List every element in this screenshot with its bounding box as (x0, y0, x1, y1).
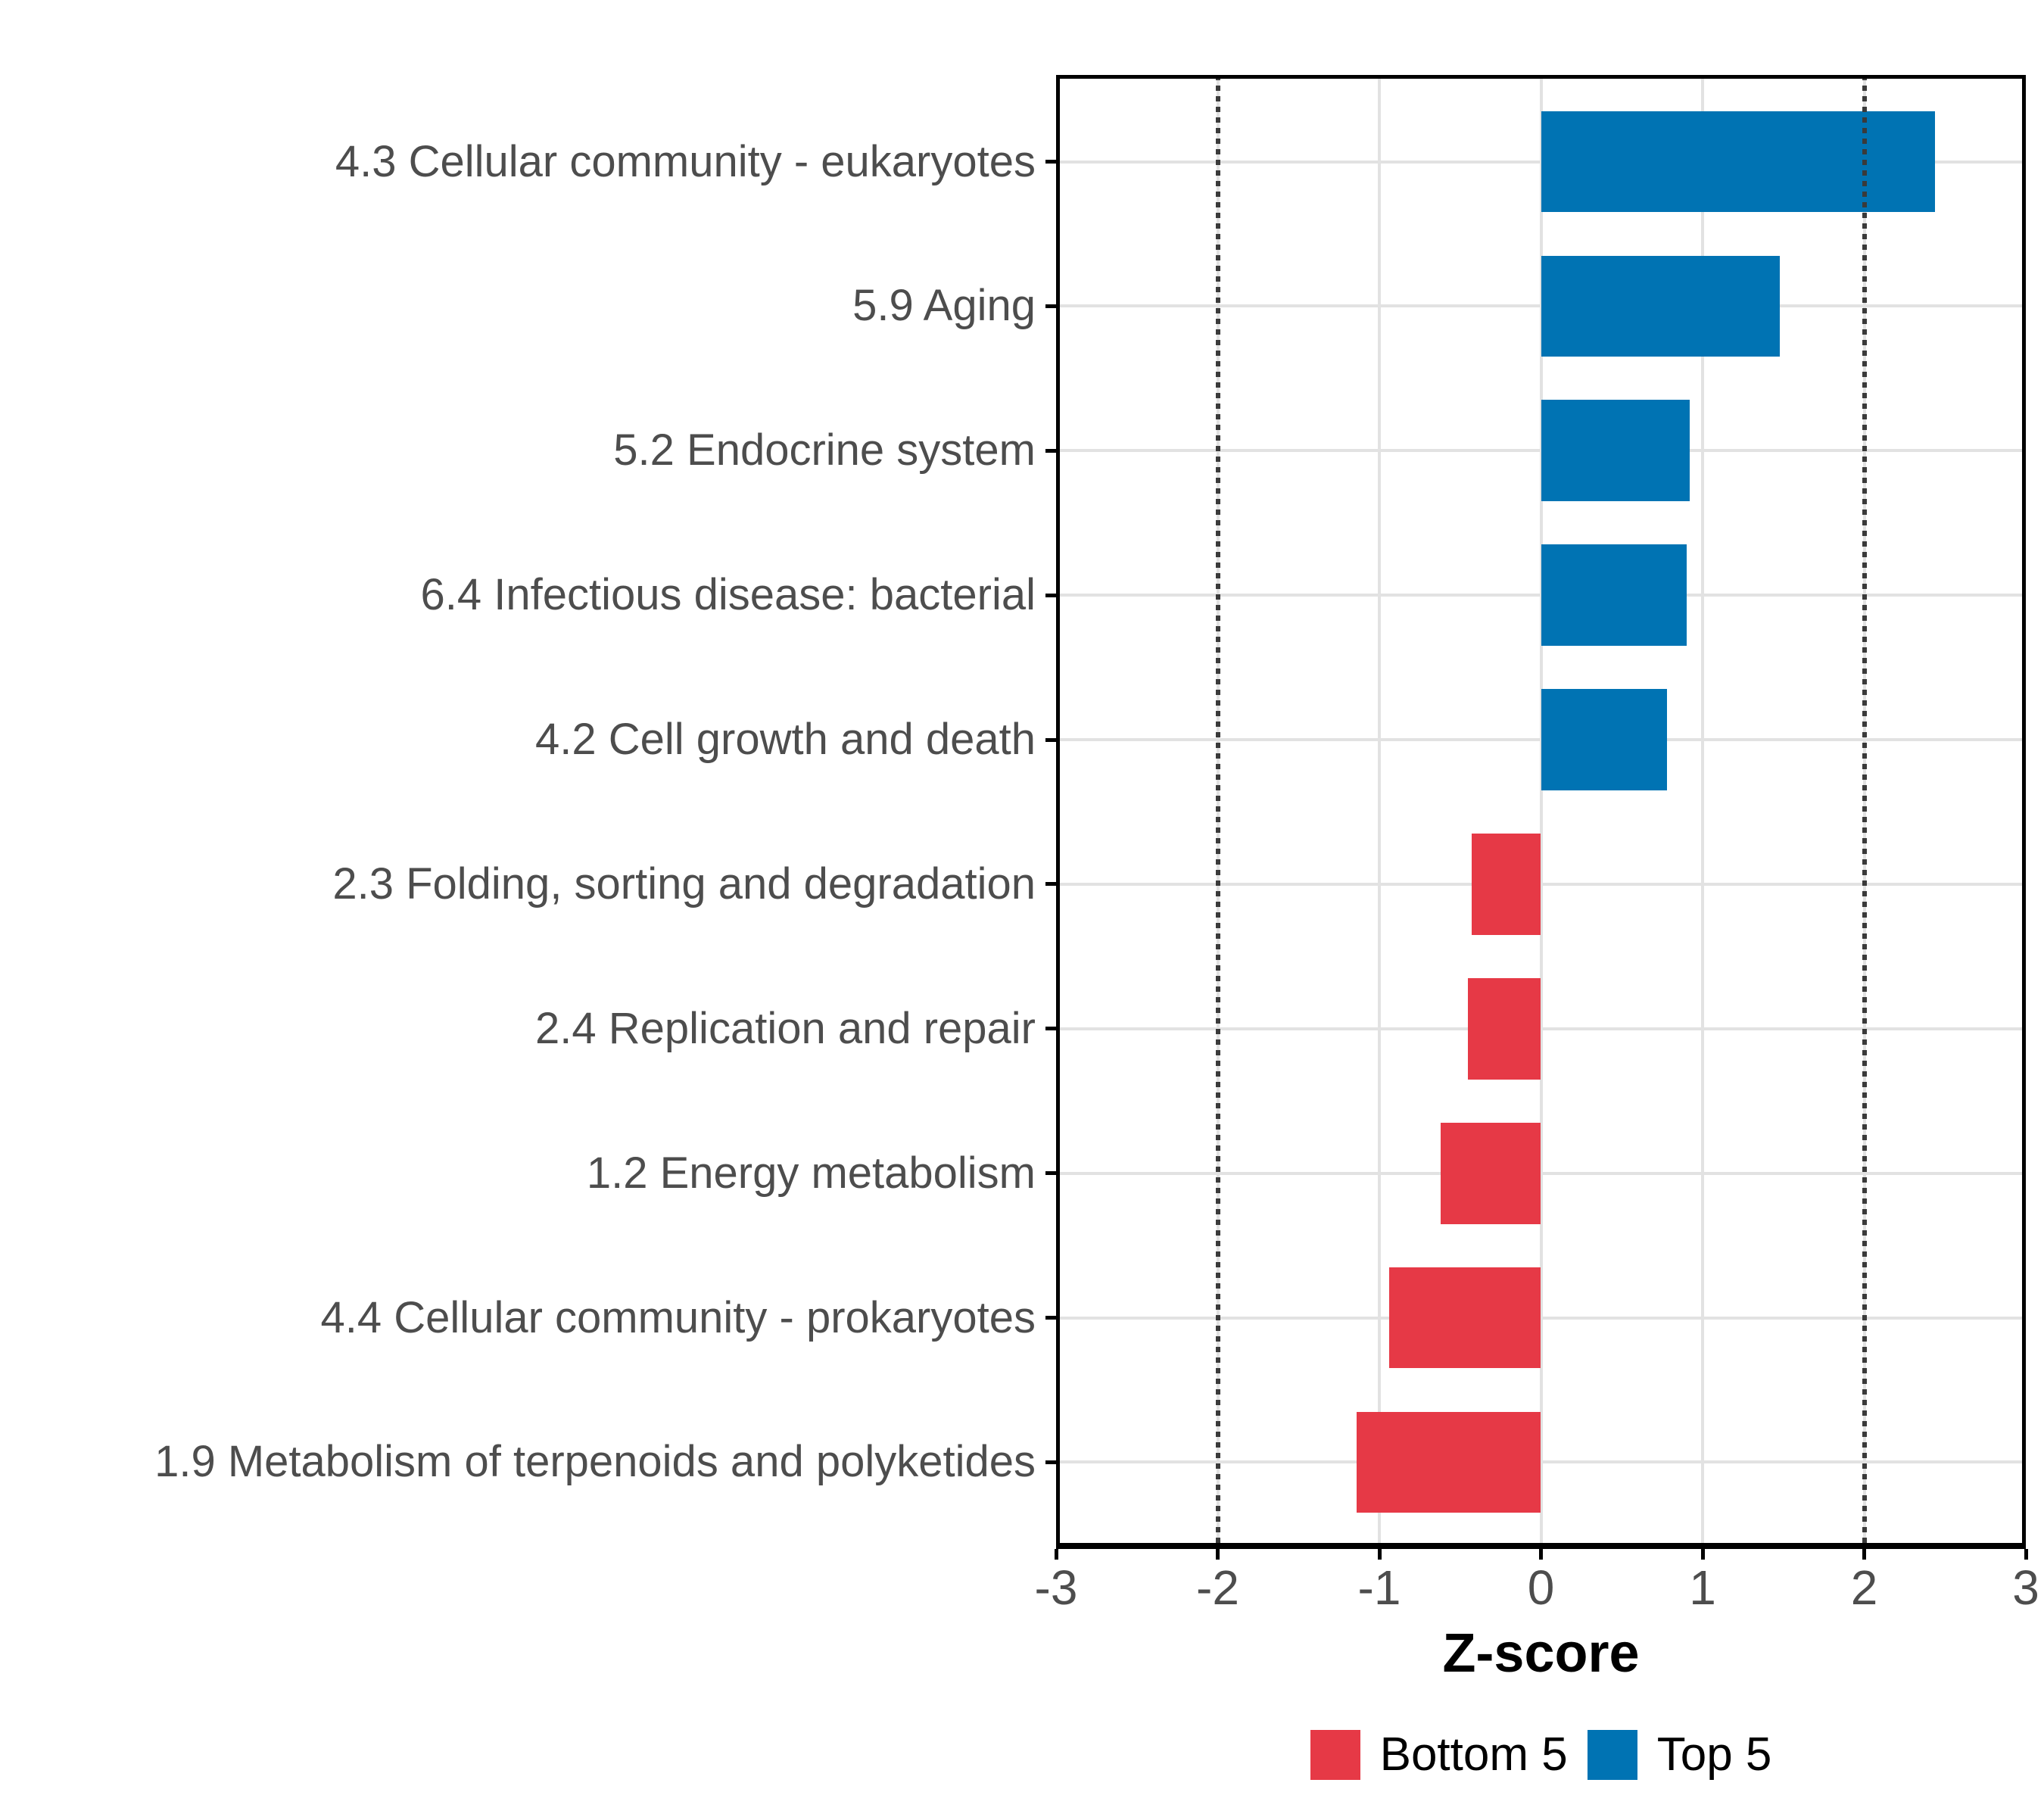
x-tick (1862, 1549, 1866, 1560)
plot-panel (1056, 75, 2026, 1549)
bar (1388, 1267, 1541, 1369)
y-tick (1045, 1027, 1056, 1031)
y-tick (1045, 1171, 1056, 1176)
x-gridline (1539, 75, 1543, 1549)
bar (1441, 1122, 1541, 1224)
y-tick (1045, 593, 1056, 597)
category-label: 6.4 Infectious disease: bacterial (420, 570, 1036, 620)
x-tick-label: 3 (2012, 1560, 2039, 1615)
legend-item-top5: Top 5 (1587, 1728, 1772, 1782)
x-tick (1216, 1549, 1220, 1560)
x-tick-label: 0 (1527, 1560, 1555, 1615)
x-tick-label: 1 (1689, 1560, 1716, 1615)
y-tick (1045, 1316, 1056, 1320)
category-label: 2.4 Replication and repair (535, 1003, 1036, 1053)
y-tick (1045, 160, 1056, 164)
reference-line (1862, 75, 1867, 1549)
category-label: 1.2 Energy metabolism (586, 1148, 1036, 1198)
category-label: 2.3 Folding, sorting and degradation (332, 859, 1036, 908)
y-tick (1045, 1460, 1056, 1464)
x-axis-title: Z-score (1442, 1623, 1640, 1684)
x-gridline (1056, 75, 1058, 1549)
legend-label-bottom5: Bottom 5 (1379, 1728, 1568, 1781)
bar (1471, 834, 1541, 935)
bar (1541, 111, 1936, 213)
category-label: 5.9 Aging (852, 281, 1036, 331)
x-tick-label: -2 (1196, 1560, 1239, 1615)
row-gridline (1056, 882, 2026, 886)
x-tick (1539, 1549, 1543, 1560)
y-tick (1045, 304, 1056, 308)
legend: Bottom 5 Top 5 (1056, 1728, 2026, 1782)
x-tick (1377, 1549, 1382, 1560)
category-label: 1.9 Metabolism of terpenoids and polyket… (154, 1437, 1036, 1487)
reference-line (1215, 75, 1220, 1549)
row-gridline (1056, 1316, 2026, 1320)
x-tick (1054, 1549, 1058, 1560)
bar (1541, 689, 1668, 790)
y-tick (1045, 882, 1056, 887)
category-label: 4.2 Cell growth and death (535, 715, 1036, 765)
x-tick-label: 2 (1850, 1560, 1878, 1615)
x-tick-label: -1 (1357, 1560, 1401, 1615)
x-tick-label: -3 (1034, 1560, 1078, 1615)
category-label: 4.3 Cellular community - eukaryotes (335, 136, 1036, 186)
y-tick (1045, 448, 1056, 453)
y-tick (1045, 737, 1056, 742)
bar (1541, 400, 1690, 502)
x-tick (1700, 1549, 1705, 1560)
category-label: 4.4 Cellular community - prokaryotes (320, 1292, 1036, 1342)
bar (1357, 1411, 1541, 1513)
bar (1541, 255, 1781, 357)
x-tick (2024, 1549, 2028, 1560)
x-gridline (2024, 75, 2026, 1549)
row-gridline (1056, 1171, 2026, 1175)
bar (1541, 544, 1687, 646)
x-gridline (1378, 75, 1381, 1549)
x-gridline (1701, 75, 1704, 1549)
legend-swatch-bottom5 (1310, 1730, 1360, 1780)
bar (1468, 978, 1541, 1080)
legend-swatch-top5 (1587, 1730, 1637, 1780)
row-gridline (1056, 1027, 2026, 1030)
legend-item-bottom5: Bottom 5 (1310, 1728, 1568, 1782)
category-label: 5.2 Endocrine system (613, 425, 1036, 475)
row-gridline (1056, 1460, 2026, 1464)
legend-label-top5: Top 5 (1656, 1728, 1772, 1781)
